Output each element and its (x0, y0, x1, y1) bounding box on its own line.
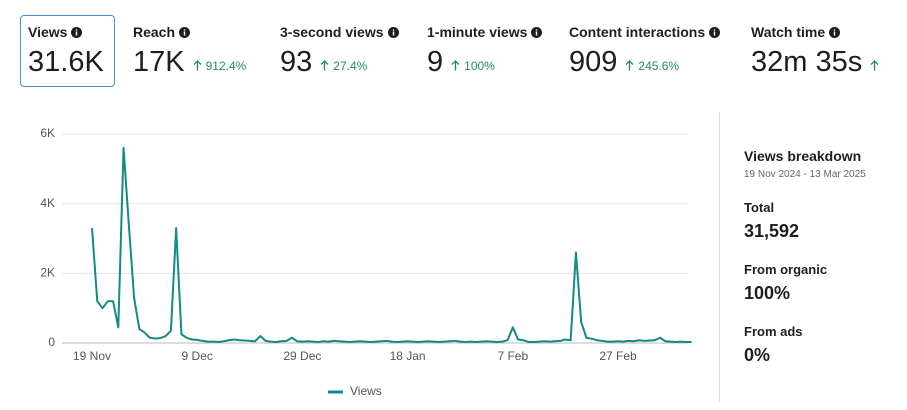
x-tick-label: 9 Dec (182, 349, 213, 363)
change-text: 100% (464, 58, 495, 73)
icon-bar (713, 31, 716, 35)
item-label: Total (744, 200, 775, 215)
arrow-shape (320, 60, 329, 71)
metric-label: Content interactions (569, 24, 706, 40)
change-text: 912.4% (205, 58, 247, 73)
arrow-shape (193, 60, 202, 71)
metric-row: 909 245.6% (569, 46, 720, 79)
icon-dot (183, 28, 186, 31)
info-icon (829, 26, 841, 38)
metric-value: 9 (427, 46, 444, 78)
up-arrow (193, 60, 202, 71)
metric-row: 17K 912.4% (133, 46, 246, 79)
info-icon (179, 26, 191, 38)
metric-change: 245.6% (625, 59, 679, 73)
metric-change (870, 60, 879, 71)
metric-label-row: Watch time (751, 22, 879, 42)
arrow-shape (625, 60, 634, 71)
metric-label: Views (28, 24, 68, 40)
metric-value: 17K (133, 46, 185, 78)
metric-label: 1-minute views (427, 24, 528, 40)
breakdown-title: Views breakdown (744, 148, 862, 164)
metric-row: 93 27.4% (280, 46, 399, 79)
metric-change: 912.4% (193, 58, 247, 73)
x-tick-label: 18 Jan (390, 349, 426, 363)
metric: 3-second views 93 27.4% (280, 22, 399, 79)
metric: 1-minute views 9 100% (427, 22, 543, 79)
metric: Reach 17K 912.4% (133, 22, 246, 79)
chart: 0 2K 4K 6K 19 Nov 9 Dec 29 Dec 18 Jan 7 Feb 27 Fe… (40, 126, 692, 398)
x-tick-label: 29 Dec (283, 349, 321, 363)
metric-row: 32m 35s (751, 46, 879, 79)
icon-bar (392, 31, 394, 35)
item-value: 100% (744, 283, 791, 303)
icon-bar (536, 31, 538, 35)
icon-dot (76, 28, 78, 31)
metric-label-row: Reach (133, 22, 246, 42)
metric-label-row: Content interactions (569, 22, 721, 42)
icon-dot (392, 28, 394, 31)
info-icon (709, 26, 721, 38)
y-tick-label: 6K (40, 126, 55, 140)
breakdown: Views breakdown 19 Nov 2024 - 13 Mar 202… (744, 148, 866, 366)
x-tick-label: 27 Feb (599, 349, 637, 363)
y-tick-label: 4K (40, 196, 55, 210)
metric-value: 93 (280, 46, 313, 78)
arrow-shape (451, 60, 460, 71)
metric-label-row: 3-second views (280, 22, 399, 42)
icon-bar (76, 31, 78, 35)
metric-row: 31.6K (28, 46, 104, 79)
metric-value: 31.6K (28, 46, 104, 78)
y-tick-label: 2K (40, 266, 55, 280)
item-label: From organic (744, 262, 828, 277)
metric-label: 3-second views (280, 24, 384, 40)
metric-change: 27.4% (320, 59, 367, 73)
item-label: From ads (744, 324, 803, 339)
metric-change: 100% (451, 59, 495, 73)
arrow-shape (870, 60, 879, 71)
date-range: 19 Nov 2024 - 13 Mar 2025 (744, 169, 866, 180)
metric-row: 9 100% (427, 46, 542, 79)
legend-label: Views (350, 384, 382, 398)
metric-label-row: 1-minute views (427, 22, 543, 42)
metric-label: Reach (133, 24, 176, 40)
metric-value: 909 (569, 46, 618, 78)
info-icon (387, 26, 399, 38)
metric: Watch time 32m 35s (751, 22, 879, 79)
metric-label-row: Views (28, 22, 104, 42)
selected-metric-box[interactable] (20, 15, 115, 87)
x-tick-label: 19 Nov (73, 349, 111, 363)
metric-label: Watch time (751, 24, 826, 40)
up-arrow (451, 60, 460, 71)
info-icon (531, 26, 543, 38)
icon-dot (536, 28, 538, 31)
metric: Content interactions 909 245.6% (569, 22, 721, 79)
up-arrow (870, 60, 879, 71)
icon-dot (833, 28, 836, 31)
divider (719, 112, 720, 402)
up-arrow (625, 60, 634, 71)
up-arrow (320, 60, 329, 71)
y-tick-label: 0 (48, 335, 55, 349)
icon-bar (183, 31, 186, 35)
metric: Views 31.6K (28, 22, 104, 79)
icon-dot (713, 28, 716, 31)
icon-bar (833, 31, 836, 35)
change-text: 245.6% (638, 58, 680, 73)
metric-value: 32m 35s (751, 46, 863, 78)
item-value: 31,592 (744, 221, 800, 241)
x-tick-label: 7 Feb (497, 349, 528, 363)
item-value: 0% (744, 345, 771, 365)
change-text: 27.4% (333, 58, 368, 73)
info-icon (71, 26, 83, 38)
line-series (91, 146, 692, 343)
